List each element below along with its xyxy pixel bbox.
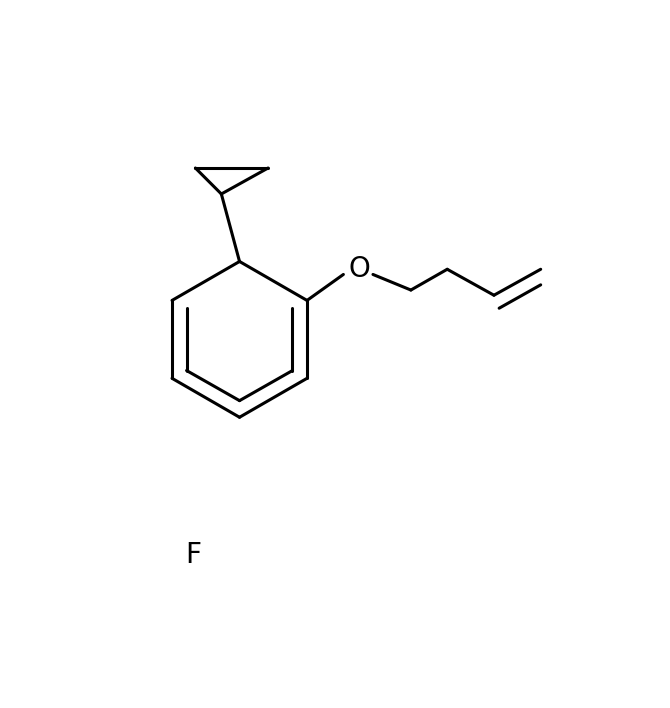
Text: O: O [348,256,370,283]
Text: F: F [185,541,201,569]
